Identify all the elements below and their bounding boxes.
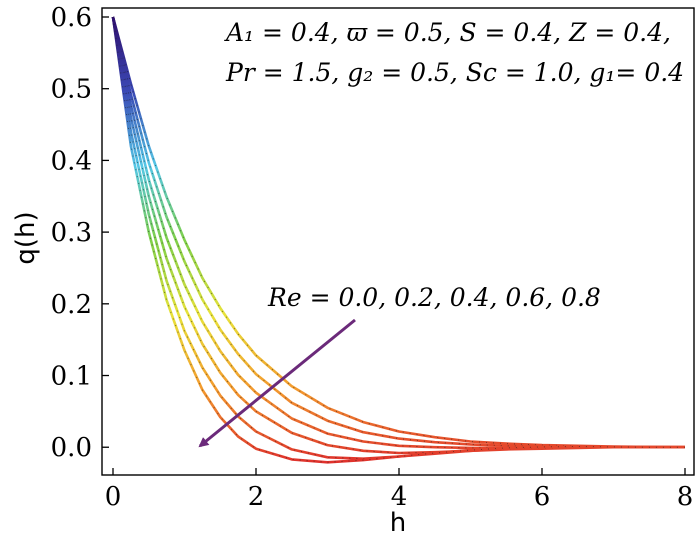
y-tick-label: 0.2: [51, 290, 92, 320]
y-tick-label: 0.6: [51, 3, 92, 33]
y-tick-label: 0.5: [51, 75, 92, 105]
reynolds-annotation: Re = 0.0, 0.2, 0.4, 0.6, 0.8: [267, 283, 601, 312]
series-dots-3: [112, 16, 685, 449]
y-tick-label: 0.3: [51, 218, 92, 248]
series-dots-5: [112, 16, 685, 460]
y-tick-label: 0.4: [51, 146, 92, 176]
plot-frame: [101, 7, 695, 476]
x-tick-label: 0: [105, 482, 122, 512]
y-axis-label: q(h): [11, 211, 41, 264]
params-line-1: A₁ = 0.4, ϖ = 0.5, S = 0.4, Z = 0.4,: [224, 18, 671, 47]
series-dots-1: [112, 16, 686, 448]
x-tick-label: 8: [677, 482, 694, 512]
series-dots-6: [112, 16, 685, 463]
x-tick-label: 6: [534, 482, 551, 512]
x-axis-label: h: [390, 508, 406, 538]
params-line-2: Pr = 1.5, g₂ = 0.5, Sc = 1.0, g₁= 0.4: [225, 58, 684, 87]
direction-arrow: [198, 318, 356, 448]
x-tick-label: 2: [248, 482, 265, 512]
y-tick-label: 0.1: [51, 362, 92, 392]
y-tick-label: 0.0: [51, 433, 92, 463]
y-axis-ticks: 0.0 0.1 0.2 0.3 0.4 0.5 0.6: [51, 3, 109, 463]
x-axis-ticks: 0 2 4 6 8: [105, 468, 694, 512]
series-group: [111, 16, 686, 464]
x-tick-label: 4: [391, 482, 408, 512]
